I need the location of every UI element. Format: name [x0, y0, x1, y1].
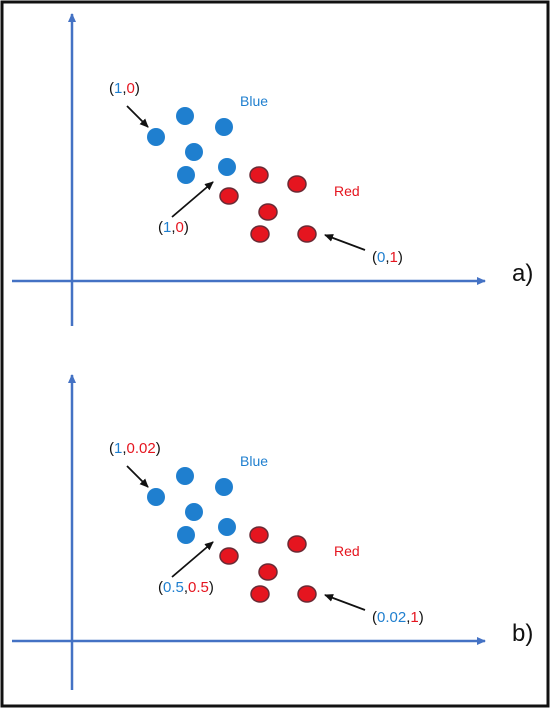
annotation-part: ,: [385, 249, 389, 266]
red-point: [287, 175, 307, 193]
annotation-part: ,: [406, 609, 410, 626]
red-point: [250, 585, 270, 603]
arrow: [126, 465, 149, 488]
annotation-part: ): [184, 219, 189, 236]
red-point: [219, 547, 239, 565]
blue-point: [177, 526, 195, 544]
annotation-label: (1,0): [109, 80, 140, 97]
arrow: [171, 541, 214, 578]
annotation-part: 1: [163, 219, 171, 236]
annotation-part: 0.02: [377, 609, 406, 626]
annotation-part: (: [109, 80, 114, 97]
blue-point: [185, 143, 203, 161]
red-point: [297, 585, 317, 603]
annotation-part: (: [372, 609, 377, 626]
annotation-part: 1: [410, 609, 418, 626]
annotation-part: 0.02: [127, 440, 156, 457]
blue-point: [147, 488, 165, 506]
annotation-part: ,: [184, 579, 188, 596]
red-point: [258, 203, 278, 221]
arrow: [324, 594, 366, 611]
annotation-part: ,: [122, 80, 126, 97]
annotation-part: ): [398, 249, 403, 266]
annotation-part: 1: [114, 440, 122, 457]
annotation-part: (: [372, 249, 377, 266]
points: [147, 467, 317, 603]
red-class-label: Red: [334, 543, 360, 559]
annotation-part: 0: [176, 219, 184, 236]
annotation-part: (: [158, 219, 163, 236]
annotation-label: (0.5,0.5): [158, 579, 214, 596]
blue-point: [177, 166, 195, 184]
blue-point: [215, 118, 233, 136]
annotation-part: ): [419, 609, 424, 626]
annotation-label: (1,0): [158, 219, 189, 236]
annotation-part: 1: [390, 249, 398, 266]
blue-point: [218, 518, 236, 536]
red-class-label: Red: [334, 183, 360, 199]
blue-class-label: Blue: [240, 453, 268, 469]
red-point: [297, 225, 317, 243]
annotation-part: (: [158, 579, 163, 596]
red-point: [249, 166, 269, 184]
annotation-part: ): [209, 579, 214, 596]
annotation-part: 1: [114, 80, 122, 97]
blue-point: [176, 467, 194, 485]
red-point: [249, 526, 269, 544]
annotation-label: (1,0.02): [109, 440, 161, 457]
annotation-part: 0: [377, 249, 385, 266]
red-point: [258, 563, 278, 581]
annotation-part: (: [109, 440, 114, 457]
blue-point: [218, 158, 236, 176]
arrow: [126, 105, 149, 128]
blue-point: [185, 503, 203, 521]
red-point: [287, 535, 307, 553]
annotation-label: (0,1): [372, 249, 403, 266]
annotation-part: 0.5: [188, 579, 209, 596]
blue-point: [215, 478, 233, 496]
annotation-part: 0.5: [163, 579, 184, 596]
red-point: [250, 225, 270, 243]
panel-a: a) Blue Red (1,0) (1,0) (0,1): [12, 13, 533, 326]
panel-b: b) Blue Red (1,0.02) (0.5,0.5) (0.02,1): [12, 374, 533, 690]
arrow: [171, 181, 214, 218]
blue-class-label: Blue: [240, 93, 268, 109]
arrow: [324, 234, 366, 251]
panel-label: b): [512, 620, 533, 647]
annotation-part: ,: [171, 219, 175, 236]
red-point: [219, 187, 239, 205]
annotation-part: ,: [122, 440, 126, 457]
blue-point: [147, 128, 165, 146]
annotation-part: 0: [127, 80, 135, 97]
annotation-label: (0.02,1): [372, 609, 424, 626]
blue-point: [176, 107, 194, 125]
points: [147, 107, 317, 243]
annotation-part: ): [156, 440, 161, 457]
annotation-part: ): [135, 80, 140, 97]
panel-label: a): [512, 260, 533, 287]
